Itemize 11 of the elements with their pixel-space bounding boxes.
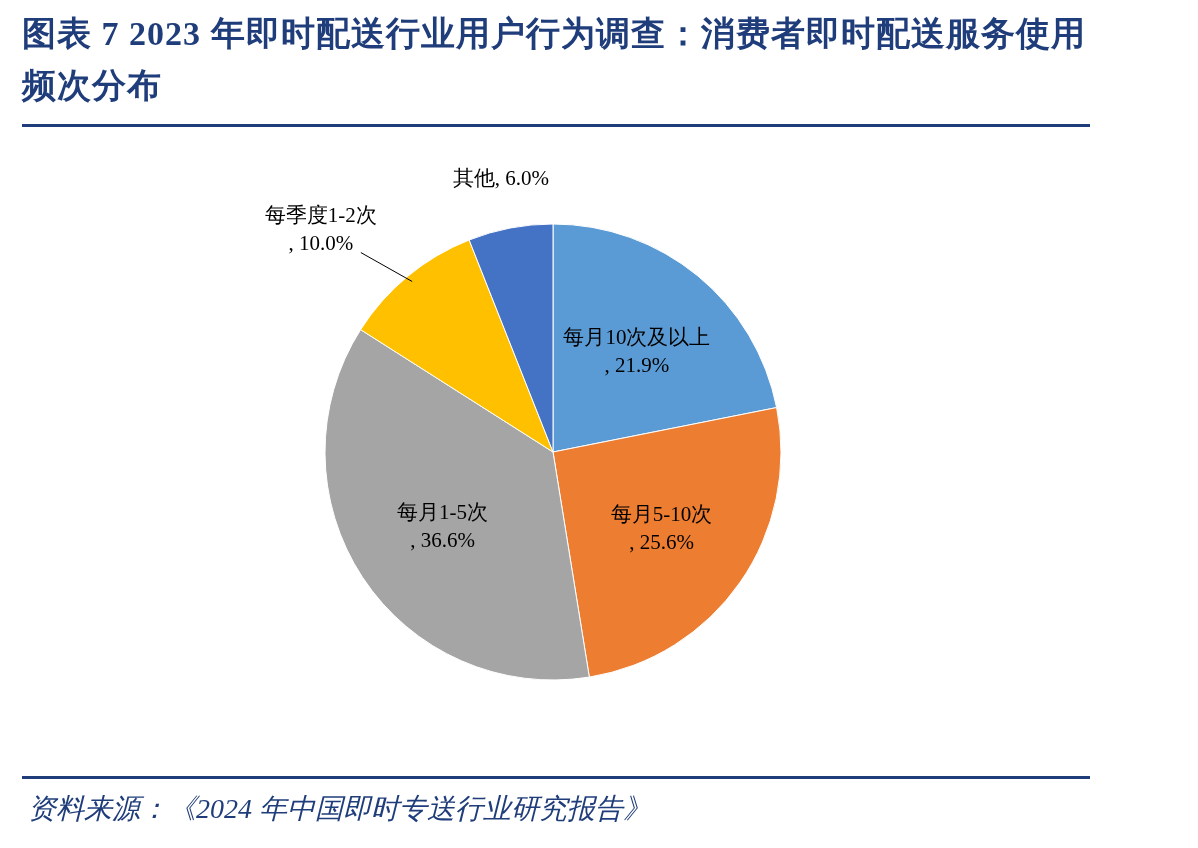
data-label: , 36.6% (410, 527, 475, 552)
data-label: , 10.0% (288, 230, 354, 255)
data-label: , 25.6% (629, 530, 694, 555)
slice-label: 每月1-5次 (397, 499, 489, 524)
chart-title: 图表 7 2023 年即时配送行业用户行为调查：消费者即时配送服务使用频次分布 (22, 14, 1087, 106)
text: 资料来源：《2024 年中国即时专送行业研究报告》 (28, 792, 651, 826)
slice-label: 每季度1-2次 (264, 202, 377, 227)
data-label: , 21.9% (604, 352, 670, 377)
slice-label: 每月10次及以上 (563, 324, 711, 349)
slice-label: 其他, 6.0% (452, 165, 550, 190)
slice-label: 每月5-10次 (610, 502, 713, 527)
